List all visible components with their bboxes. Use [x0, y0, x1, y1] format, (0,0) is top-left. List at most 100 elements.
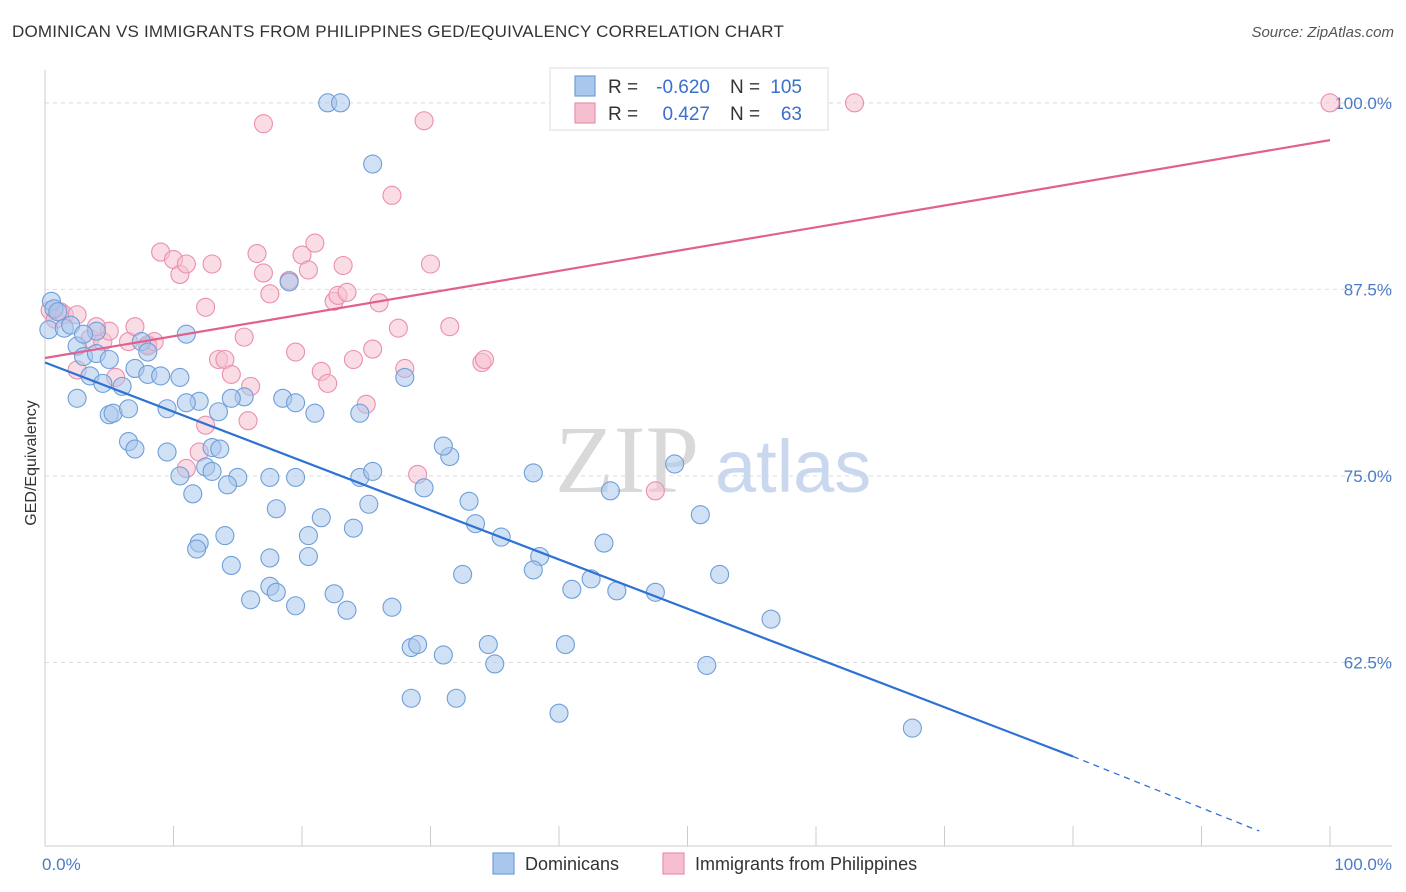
- dominicans-point: [690, 505, 710, 525]
- dominicans-point: [215, 526, 235, 546]
- dominicans-point: [311, 508, 331, 528]
- philippines-point: [333, 255, 353, 276]
- dominicans-point: [555, 634, 575, 655]
- philippines-point: [253, 263, 274, 283]
- dominicans-point: [459, 491, 479, 511]
- x-tick-labels: 0.0% 100.0%: [42, 855, 1392, 874]
- dominicans-point: [478, 634, 498, 655]
- dominicans-point: [710, 564, 730, 584]
- dominicans-point: [363, 461, 383, 481]
- bottom-legend-swatch-dominicans: [492, 852, 515, 875]
- dominicans-point: [298, 546, 318, 567]
- dominicans-trendline-extension: [1072, 755, 1260, 832]
- y-tick-label-2: 75.0%: [1344, 467, 1392, 486]
- y-tick-label-0: 100.0%: [1334, 94, 1392, 113]
- y-axis-title: GED/Equivalency: [23, 400, 40, 525]
- philippines-point: [176, 254, 196, 274]
- dominicans-point: [170, 367, 190, 387]
- stats-legend: R = -0.620 N = 105 R = 0.427 N = 63: [549, 67, 829, 131]
- philippines-point: [286, 342, 306, 362]
- dominicans-point: [433, 436, 453, 456]
- dominicans-point: [761, 609, 781, 629]
- philippines-point: [844, 93, 865, 113]
- legend-r-label-2: R =: [608, 104, 638, 125]
- philippines-point: [318, 373, 338, 393]
- chart-source: Source: ZipAtlas.com: [1251, 24, 1394, 41]
- philippines-point: [234, 327, 254, 347]
- philippines-point: [645, 481, 665, 501]
- philippines-point: [363, 339, 383, 359]
- dominicans-point: [74, 324, 94, 344]
- dominicans-point: [210, 439, 230, 459]
- dominicans-point: [523, 463, 543, 483]
- philippines-point: [414, 111, 434, 131]
- philippines-point: [382, 185, 402, 205]
- series-legend: Dominicans Immigrants from Philippines: [492, 852, 917, 875]
- dominicans-point: [202, 461, 222, 481]
- dominicans-point: [279, 272, 299, 292]
- series-dominicans-points: [39, 93, 922, 738]
- watermark-atlas: atlas: [715, 425, 871, 508]
- dominicans-point: [433, 645, 453, 665]
- dominicans-point: [48, 302, 68, 322]
- dominicans-point: [93, 373, 113, 393]
- dominicans-point: [286, 467, 306, 487]
- dominicans-point: [187, 539, 207, 559]
- philippines-point: [440, 317, 460, 337]
- y-tick-label-3: 62.5%: [1344, 653, 1392, 672]
- dominicans-point: [170, 466, 190, 486]
- philippines-point: [420, 254, 441, 274]
- dominicans-point: [697, 655, 717, 675]
- dominicans-point: [241, 590, 261, 610]
- y-tick-label-1: 87.5%: [1344, 280, 1392, 299]
- dominicans-point: [286, 596, 306, 616]
- dominicans-point: [208, 402, 229, 422]
- dominicans-point: [138, 342, 158, 362]
- dominicans-point: [902, 718, 922, 738]
- dominicans-point: [99, 349, 119, 370]
- dominicans-point: [414, 478, 434, 498]
- philippines-point: [196, 297, 216, 317]
- dominicans-point: [408, 634, 428, 655]
- philippines-point: [1320, 93, 1340, 113]
- axes: [44, 70, 1392, 847]
- dominicans-point: [221, 555, 241, 575]
- philippines-point: [343, 349, 363, 370]
- dominicans-point: [343, 518, 363, 538]
- dominicans-point: [446, 688, 466, 708]
- dominicans-point: [260, 548, 280, 568]
- dominicans-point: [305, 403, 325, 423]
- watermark: ZIP atlas: [555, 406, 871, 513]
- dominicans-point: [562, 579, 582, 599]
- dominicans-point: [401, 688, 421, 708]
- legend-n-label-2: N =: [730, 104, 760, 125]
- dominicans-point: [176, 393, 196, 413]
- dominicans-point: [266, 582, 286, 602]
- dominicans-point: [157, 442, 177, 462]
- dominicans-point: [221, 388, 241, 408]
- dominicans-point: [330, 93, 351, 113]
- dominicans-point: [382, 597, 402, 617]
- dominicans-point: [523, 560, 543, 580]
- bottom-legend-swatch-philippines: [662, 852, 685, 875]
- dominicans-point: [266, 499, 286, 519]
- dominicans-point: [183, 484, 203, 504]
- trendlines: [44, 139, 1331, 832]
- philippines-point: [202, 254, 222, 274]
- y-tick-labels: 100.0% 87.5% 75.0% 62.5%: [1334, 94, 1392, 673]
- philippines-point: [247, 244, 267, 264]
- philippines-point: [260, 284, 280, 304]
- legend-n-label-1: N =: [730, 77, 760, 98]
- dominicans-point: [549, 703, 569, 723]
- x-tick-label-1: 100.0%: [1334, 855, 1392, 874]
- legend-r-value-2: 0.427: [662, 104, 710, 125]
- philippines-point: [474, 349, 495, 370]
- dominicans-point: [600, 481, 620, 501]
- dominicans-point: [260, 467, 280, 487]
- stats-legend-box: [549, 67, 829, 131]
- legend-swatch-philippines: [574, 102, 596, 124]
- dominicans-point: [217, 475, 238, 495]
- dominicans-trendline: [44, 361, 1074, 758]
- philippines-point: [238, 411, 258, 431]
